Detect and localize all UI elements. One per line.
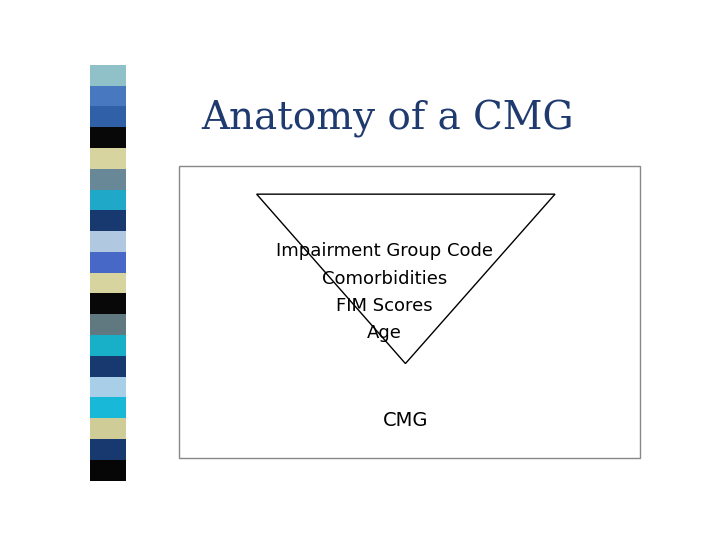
Bar [90,273,126,294]
Bar [90,294,126,314]
Bar [90,377,126,397]
Bar [90,356,126,377]
Bar [90,190,126,211]
Text: Impairment Group Code: Impairment Group Code [276,242,493,260]
Text: Comorbidities: Comorbidities [322,270,447,288]
Text: CMG: CMG [382,411,428,430]
Text: Age: Age [367,324,402,342]
Bar [90,335,126,356]
Bar [179,166,640,457]
Bar [90,210,126,231]
Bar [90,127,126,148]
Bar [90,168,126,190]
Bar [90,314,126,335]
Text: FIM Scores: FIM Scores [336,297,433,315]
Bar [90,85,126,106]
Text: Anatomy of a CMG: Anatomy of a CMG [201,100,573,138]
Bar [90,397,126,418]
Bar [90,460,126,481]
Bar [90,65,126,85]
Bar [90,418,126,439]
Bar [90,148,126,168]
Bar [90,231,126,252]
Bar [90,252,126,273]
Bar [90,439,126,460]
Bar [90,106,126,127]
